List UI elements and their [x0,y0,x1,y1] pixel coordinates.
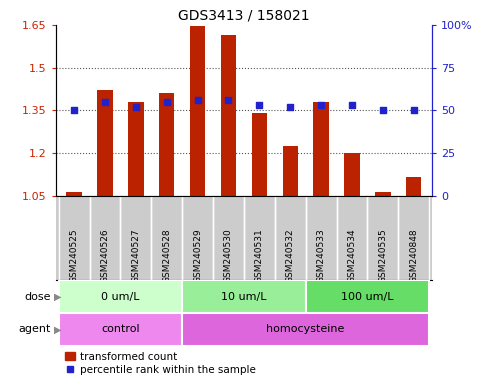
Bar [182,280,306,313]
Text: ▶: ▶ [54,324,62,334]
Title: GDS3413 / 158021: GDS3413 / 158021 [178,8,310,22]
Legend: transformed count, percentile rank within the sample: transformed count, percentile rank withi… [61,348,259,379]
Point [101,99,109,105]
Point [163,99,170,105]
Bar [66,192,82,196]
Text: homocysteine: homocysteine [267,324,345,334]
Point [286,104,294,110]
Text: dose: dose [24,291,51,302]
Point [194,97,201,103]
Text: ▶: ▶ [54,291,62,302]
Point [132,104,140,110]
Bar [190,26,205,196]
Point [379,107,387,114]
Bar [182,313,429,346]
Bar [344,153,360,196]
Bar [58,280,182,313]
Bar [283,146,298,196]
Text: agent: agent [18,324,51,334]
Bar [159,93,174,196]
Bar [128,102,143,196]
Point [70,107,78,114]
Bar [306,280,429,313]
Text: 0 um/L: 0 um/L [101,291,140,302]
Point [256,102,263,108]
Point [225,97,232,103]
Point [410,107,418,114]
Text: 10 um/L: 10 um/L [221,291,267,302]
Bar [97,91,113,196]
Bar [313,102,329,196]
Point [317,102,325,108]
Bar [375,192,391,196]
Bar [252,113,267,196]
Point [348,102,356,108]
Text: 100 um/L: 100 um/L [341,291,394,302]
Bar [58,313,182,346]
Text: control: control [101,324,140,334]
Bar [221,35,236,196]
Bar [406,177,422,196]
